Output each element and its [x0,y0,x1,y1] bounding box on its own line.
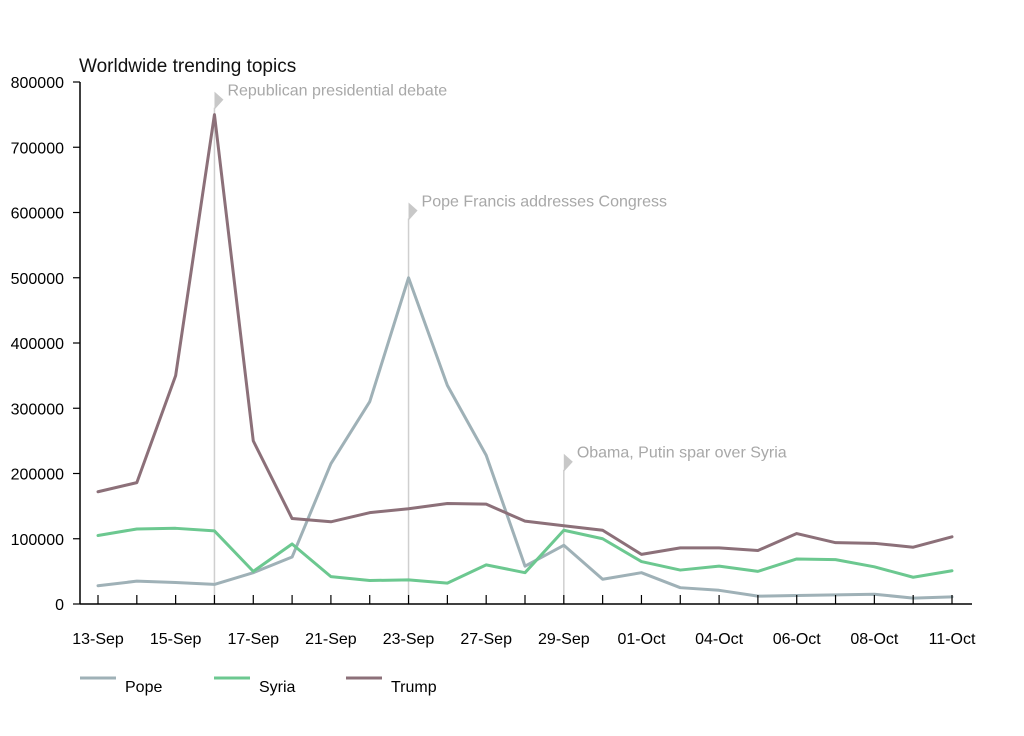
annotation: Republican presidential debate [213,83,447,604]
annotation-label: Pope Francis addresses Congress [422,194,667,211]
x-tick-label: 06-Oct [773,631,822,648]
x-tick-label: 13-Sep [72,631,124,648]
x-ticks: 13-Sep 15-Sep 17-Sep 21-Sep 23-Sep 27-Sep 29-S… [72,595,976,648]
series-line-syria [96,526,954,585]
annotations: Republican presidential debate Pope Franc… [213,83,787,604]
y-tick-label: 600000 [11,206,64,223]
annotation-marker-icon [408,202,418,221]
y-tick-label: 700000 [11,140,64,157]
axes: 0 100000 200000 300000 400000 500000 600000 700… [11,75,976,648]
y-tick-label: 300000 [11,401,64,418]
chart-title: Worldwide trending topics [79,56,296,77]
x-tick-label: 15-Sep [150,631,202,648]
annotation-label: Republican presidential debate [227,83,447,100]
y-tick-label: 800000 [11,75,64,92]
x-tick-label: 29-Sep [538,631,590,648]
legend-item-pope: Pope [80,676,162,696]
legend: Pope Syria Trump [80,676,437,696]
legend-label: Pope [125,679,162,696]
x-tick-label: 11-Oct [929,631,976,648]
y-ticks: 0 100000 200000 300000 400000 500000 600000 700… [11,75,80,614]
legend-item-syria: Syria [214,676,296,696]
x-tick-label: 17-Sep [227,631,279,648]
series-lines [96,113,954,600]
annotation-marker-icon [563,453,573,472]
series-line-pope [96,276,954,600]
legend-label: Syria [259,679,296,696]
annotation: Obama, Putin spar over Syria [563,445,787,604]
x-tick-label: 04-Oct [695,631,744,648]
annotation-marker-icon [214,91,224,110]
y-tick-label: 200000 [11,467,64,484]
y-tick-label: 100000 [11,532,64,549]
legend-label: Trump [391,679,437,696]
x-tick-label: 27-Sep [460,631,512,648]
annotation: Pope Francis addresses Congress [407,194,667,604]
y-tick-label: 0 [55,597,64,614]
x-tick-label: 21-Sep [305,631,357,648]
legend-item-trump: Trump [346,676,437,696]
x-tick-label: 08-Oct [850,631,899,648]
series-line-trump [96,113,954,556]
y-tick-label: 500000 [11,271,64,288]
annotation-label: Obama, Putin spar over Syria [577,445,787,462]
y-tick-label: 400000 [11,336,64,353]
x-tick-label: 23-Sep [383,631,435,648]
x-tick-label: 01-Oct [617,631,666,648]
